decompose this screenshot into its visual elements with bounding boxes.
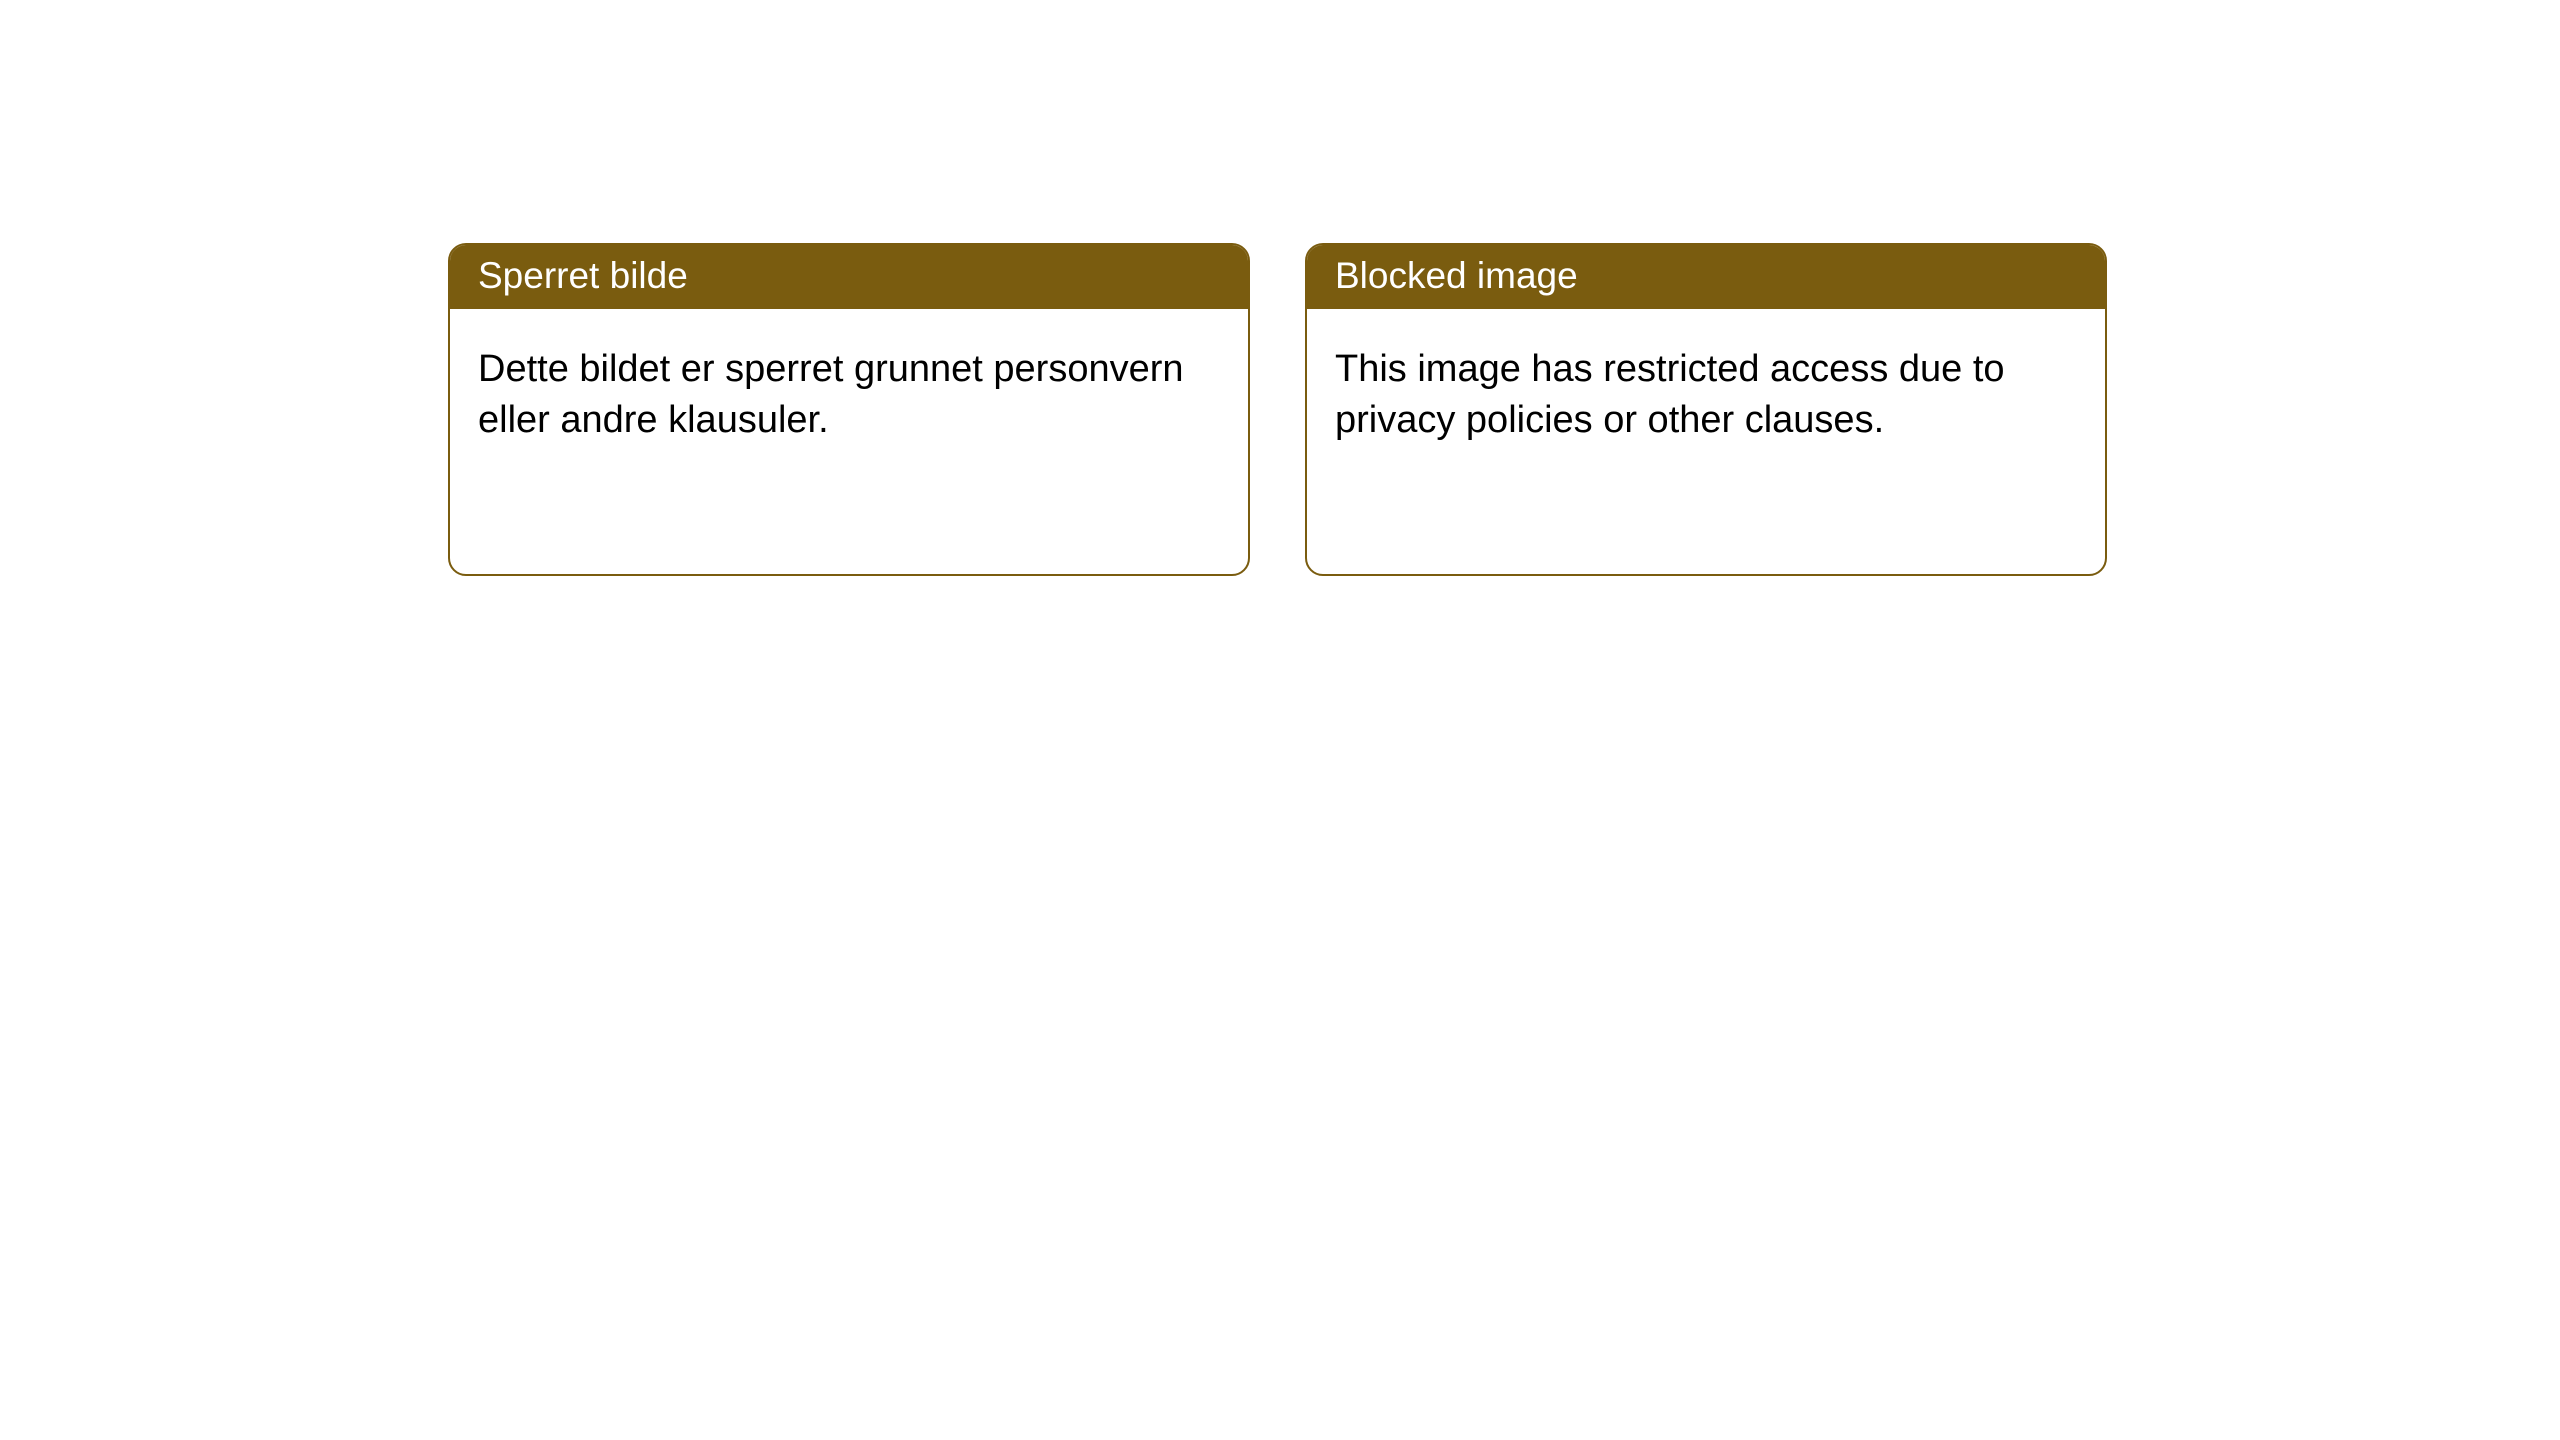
notice-card-title: Blocked image — [1307, 245, 2105, 309]
notice-card-title: Sperret bilde — [450, 245, 1248, 309]
notice-card-norwegian: Sperret bilde Dette bildet er sperret gr… — [448, 243, 1250, 576]
notice-card-english: Blocked image This image has restricted … — [1305, 243, 2107, 576]
notice-cards-container: Sperret bilde Dette bildet er sperret gr… — [448, 243, 2107, 576]
notice-card-message: Dette bildet er sperret grunnet personve… — [450, 309, 1248, 482]
notice-card-message: This image has restricted access due to … — [1307, 309, 2105, 482]
